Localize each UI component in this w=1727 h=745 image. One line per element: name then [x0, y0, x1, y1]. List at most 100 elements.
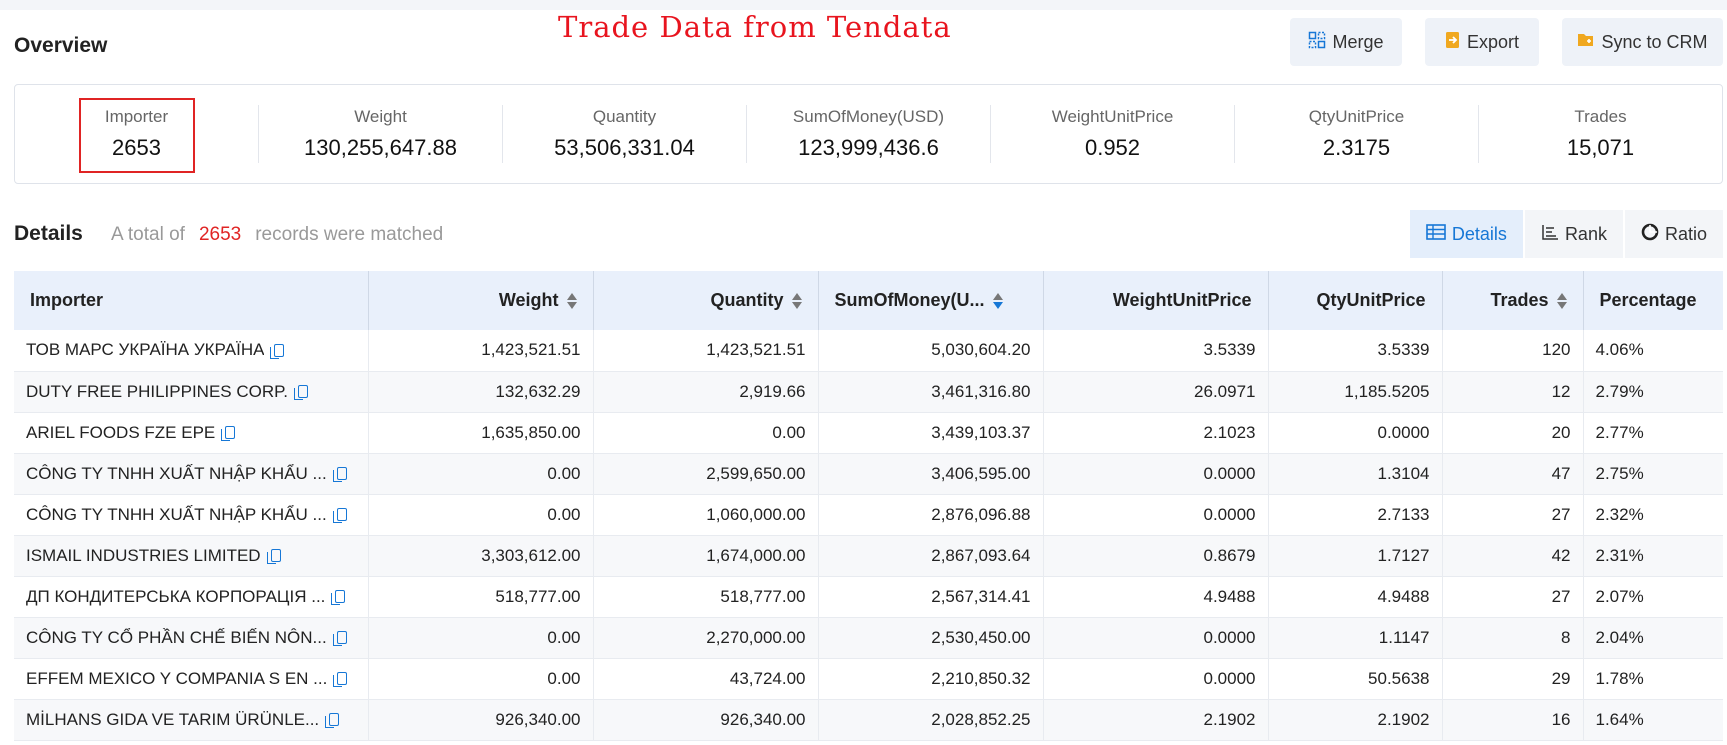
importer-name[interactable]: EFFEM MEXICO Y COMPANIA S EN ... [26, 668, 328, 688]
col-label: WeightUnitPrice [1112, 290, 1252, 310]
stat-weight[interactable]: Weight 130,255,647.88 [259, 105, 503, 163]
pie-icon [1641, 223, 1659, 246]
cell-percentage: 2.07% [1583, 576, 1723, 618]
cell-sum-of-money: 2,567,314.41 [818, 576, 1044, 618]
table-row[interactable]: ТОВ МАРС УКРАЇНА УКРАЇНА 1,423,521.51 1,42… [14, 330, 1723, 372]
stat-value: 123,999,436.6 [798, 135, 939, 160]
tab-rank-label: Rank [1564, 223, 1607, 244]
col-weight-unit-price[interactable]: WeightUnitPrice [1043, 271, 1269, 330]
cell-quantity: 2,599,650.00 [593, 453, 819, 495]
importer-name[interactable]: MİLHANS GIDA VE TARIM ÜRÜNLE... [26, 709, 320, 729]
cell-importer: ТОВ МАРС УКРАЇНА УКРАЇНА [14, 330, 369, 372]
export-button-label: Export [1466, 31, 1520, 52]
col-sum-of-money[interactable]: SumOfMoney(U... [818, 271, 1044, 330]
tab-ratio[interactable]: Ratio [1624, 210, 1723, 258]
copy-icon[interactable] [332, 467, 347, 482]
stat-label: Quantity [592, 107, 657, 126]
cell-quantity: 2,270,000.00 [593, 617, 819, 659]
cell-trades: 8 [1442, 617, 1584, 659]
cell-qty-unit-price: 4.9488 [1268, 576, 1443, 618]
col-label: QtyUnitPrice [1316, 290, 1426, 310]
importer-name[interactable]: CÔNG TY TNHH XUẤT NHẬP KHẨU ... [26, 504, 327, 524]
copy-icon[interactable] [333, 672, 348, 687]
table-row[interactable]: MİLHANS GIDA VE TARIM ÜRÜNLE... 926,340.0… [14, 699, 1723, 741]
merge-button[interactable]: Merge [1290, 18, 1402, 66]
tab-details[interactable]: Details [1409, 210, 1523, 258]
importer-name[interactable]: ISMAIL INDUSTRIES LIMITED [26, 545, 261, 565]
table-row[interactable]: CÔNG TY TNHH XUẤT NHẬP KHẨU ... 0.00 1,060… [14, 494, 1723, 536]
table-row[interactable]: ДП КОНДИТЕРСЬКА КОРПОРАЦІЯ ... 518,777.00… [14, 576, 1723, 618]
rank-icon [1541, 224, 1559, 245]
cell-sum-of-money: 3,406,595.00 [818, 453, 1044, 495]
importer-name[interactable]: DUTY FREE PHILIPPINES CORP. [26, 381, 288, 401]
sort-icon[interactable] [992, 292, 1003, 310]
cell-importer: DUTY FREE PHILIPPINES CORP. [14, 371, 369, 413]
table-row[interactable]: CÔNG TY CỔ PHẦN CHẾ BIẾN NÔN... 0.00 2,270… [14, 617, 1723, 659]
cell-weight-unit-price: 0.0000 [1043, 494, 1269, 536]
importer-name[interactable]: CÔNG TY CỔ PHẦN CHẾ BIẾN NÔN... [26, 627, 327, 647]
highlight-box [79, 98, 195, 173]
copy-icon[interactable] [332, 508, 347, 523]
cell-qty-unit-price: 3.5339 [1268, 330, 1443, 372]
copy-icon[interactable] [332, 631, 347, 646]
table-row[interactable]: ISMAIL INDUSTRIES LIMITED 3,303,612.00 1,6… [14, 535, 1723, 577]
sort-icon[interactable] [566, 292, 577, 310]
col-importer[interactable]: Importer [14, 271, 369, 330]
col-quantity[interactable]: Quantity [593, 271, 819, 330]
stat-quantity[interactable]: Quantity 53,506,331.04 [503, 105, 747, 163]
cell-importer: CÔNG TY TNHH XUẤT NHẬP KHẨU ... [14, 453, 369, 495]
cell-sum-of-money: 5,030,604.20 [818, 330, 1044, 372]
stat-weight-unit-price[interactable]: WeightUnitPrice 0.952 [991, 105, 1235, 163]
table-row[interactable]: EFFEM MEXICO Y COMPANIA S EN ... 0.00 43,7… [14, 658, 1723, 700]
copy-icon[interactable] [270, 343, 285, 359]
cell-weight-unit-price: 2.1023 [1043, 412, 1269, 454]
cell-trades: 27 [1442, 576, 1584, 618]
cell-trades: 47 [1442, 453, 1584, 495]
stat-trades[interactable]: Trades 15,071 [1479, 105, 1722, 163]
importer-name[interactable]: ТОВ МАРС УКРАЇНА УКРАЇНА [26, 340, 265, 360]
copy-icon[interactable] [294, 385, 308, 400]
importer-name[interactable]: ARIEL FOODS FZE EPE [26, 422, 216, 442]
importer-name[interactable]: ДП КОНДИТЕРСЬКА КОРПОРАЦІЯ ... [26, 586, 326, 606]
stat-label: WeightUnitPrice [1051, 107, 1174, 126]
copy-icon[interactable] [266, 549, 281, 564]
export-button[interactable]: Export [1425, 18, 1539, 66]
cell-qty-unit-price: 1,185.5205 [1268, 371, 1443, 413]
cell-percentage: 2.04% [1583, 617, 1723, 659]
cell-weight-unit-price: 0.0000 [1043, 658, 1269, 700]
cell-sum-of-money: 2,210,850.32 [818, 658, 1044, 700]
cell-qty-unit-price: 2.7133 [1268, 494, 1443, 536]
sort-icon[interactable] [791, 292, 802, 310]
col-trades[interactable]: Trades [1442, 271, 1584, 330]
merge-button-label: Merge [1332, 31, 1384, 52]
cell-weight: 0.00 [368, 617, 594, 659]
top-strip [0, 0, 1727, 10]
cell-quantity: 518,777.00 [593, 576, 819, 618]
copy-icon[interactable] [325, 713, 340, 728]
cell-weight-unit-price: 3.5339 [1043, 330, 1269, 372]
sync-to-crm-button[interactable]: Sync to CRM [1562, 18, 1723, 66]
table-row[interactable]: CÔNG TY TNHH XUẤT NHẬP KHẨU ... 0.00 2,599… [14, 453, 1723, 495]
watermark-text: Trade Data from Tendata [558, 10, 952, 44]
cell-percentage: 2.79% [1583, 371, 1723, 413]
copy-icon[interactable] [221, 426, 236, 441]
cell-sum-of-money: 2,530,450.00 [818, 617, 1044, 659]
stat-importer[interactable]: Importer 2653 [15, 105, 259, 163]
table-row[interactable]: ARIEL FOODS FZE EPE 1,635,850.00 0.00 3,439… [14, 412, 1723, 454]
copy-icon[interactable] [331, 590, 346, 605]
stat-qty-unit-price[interactable]: QtyUnitPrice 2.3175 [1235, 105, 1479, 163]
cell-trades: 120 [1442, 330, 1584, 372]
cell-weight: 1,635,850.00 [368, 412, 594, 454]
importer-cell: ARIEL FOODS FZE EPE [26, 423, 356, 443]
col-percentage[interactable]: Percentage [1583, 271, 1723, 330]
sort-icon[interactable] [1556, 292, 1567, 310]
cell-sum-of-money: 2,867,093.64 [818, 535, 1044, 577]
stat-sum-of-money[interactable]: SumOfMoney(USD) 123,999,436.6 [747, 105, 991, 163]
tab-rank[interactable]: Rank [1524, 210, 1623, 258]
importer-name[interactable]: CÔNG TY TNHH XUẤT NHẬP KHẨU ... [26, 463, 327, 483]
table-row[interactable]: DUTY FREE PHILIPPINES CORP. 132,632.29 2,9… [14, 371, 1723, 413]
col-qty-unit-price[interactable]: QtyUnitPrice [1268, 271, 1443, 330]
cell-qty-unit-price: 2.1902 [1268, 699, 1443, 741]
col-weight[interactable]: Weight [368, 271, 594, 330]
stat-value: 15,071 [1566, 135, 1635, 160]
